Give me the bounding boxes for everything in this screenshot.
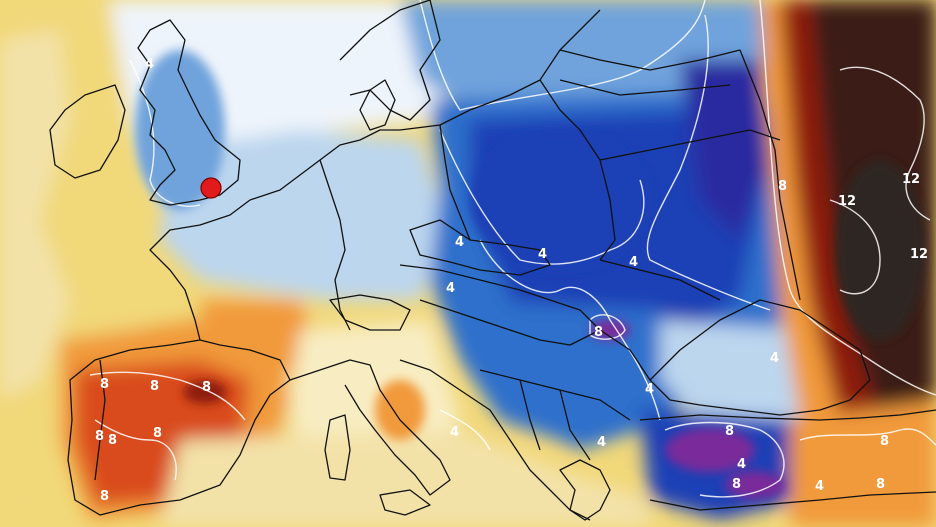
border-balkans-interior bbox=[479, 369, 631, 461]
contour-line bbox=[479, 239, 661, 421]
contour-line bbox=[759, 0, 936, 396]
spain-dark-patch bbox=[183, 380, 227, 404]
contour-line bbox=[664, 421, 785, 498]
contour-label: 8 bbox=[100, 489, 109, 504]
coastline-sicily bbox=[379, 489, 431, 516]
contour-label: 4 bbox=[737, 457, 746, 472]
contour-label: 12 bbox=[838, 194, 856, 209]
contour-label: 4 bbox=[538, 247, 547, 262]
contour-label: 4 bbox=[597, 435, 606, 450]
contour-lines bbox=[89, 0, 936, 498]
contour-line bbox=[829, 199, 881, 295]
country-borders bbox=[49, 0, 936, 521]
border-spain-portugal bbox=[94, 359, 106, 481]
contour-label: 4 bbox=[145, 57, 154, 72]
turkey-purple-patch-2 bbox=[725, 471, 785, 499]
contour-label: 8 bbox=[778, 179, 787, 194]
coastline-france-west bbox=[149, 199, 251, 341]
uk-blue-patch bbox=[135, 50, 225, 210]
contour-label: 12 bbox=[902, 172, 920, 187]
contour-labels: 4 8 8 8 8 8 8 8 4 4 4 4 8 4 4 4 8 8 4 4 … bbox=[95, 57, 928, 504]
contour-line bbox=[839, 66, 931, 221]
contour-label: 8 bbox=[150, 379, 159, 394]
border-switzerland bbox=[329, 294, 411, 331]
coastline-denmark bbox=[359, 79, 396, 131]
poland-indigo-area bbox=[680, 60, 770, 240]
coastline-north-sea bbox=[249, 129, 400, 201]
contour-label: 4 bbox=[645, 382, 654, 397]
turkey-purple-patch bbox=[665, 428, 755, 472]
contour-line bbox=[799, 428, 936, 446]
coastline-italy bbox=[289, 359, 451, 496]
contour-line bbox=[89, 371, 246, 421]
contour-label: 4 bbox=[446, 281, 455, 296]
southeast-orange-area bbox=[790, 400, 936, 527]
contour-label: 8 bbox=[594, 325, 603, 340]
contour-label: 4 bbox=[450, 425, 459, 440]
central-blue-core bbox=[470, 130, 650, 270]
contour-label: 8 bbox=[108, 433, 117, 448]
contour-label: 8 bbox=[153, 426, 162, 441]
coastline-greece bbox=[559, 459, 611, 521]
balkans-blue-area bbox=[470, 300, 690, 450]
contour-label: 8 bbox=[202, 380, 211, 395]
contour-label: 8 bbox=[880, 434, 889, 449]
contour-label: 8 bbox=[100, 377, 109, 392]
contour-line bbox=[439, 129, 645, 265]
contour-line bbox=[646, 14, 771, 311]
border-baltics bbox=[559, 49, 741, 96]
contour-line bbox=[439, 409, 491, 451]
contour-label: 4 bbox=[629, 255, 638, 270]
contour-line bbox=[129, 59, 201, 207]
border-russia-west bbox=[739, 49, 801, 301]
contour-line bbox=[94, 419, 177, 481]
coastline-turkey bbox=[639, 409, 936, 511]
coastline-iberia bbox=[67, 339, 291, 516]
contour-label: 4 bbox=[815, 479, 824, 494]
coastline-baltic bbox=[399, 9, 601, 131]
border-belarus-ukraine bbox=[599, 129, 781, 161]
coastline-balkans bbox=[399, 359, 591, 521]
coastline-scandinavia bbox=[339, 0, 441, 121]
scandinavia-blue-area bbox=[400, 0, 770, 110]
contour-label: 8 bbox=[95, 429, 104, 444]
contour-label: 8 bbox=[725, 424, 734, 439]
italy-orange-patch bbox=[375, 380, 425, 440]
contour-label: 8 bbox=[732, 477, 741, 492]
coastline-ireland bbox=[49, 84, 126, 179]
coastline-black-sea bbox=[649, 299, 871, 416]
border-ukraine-romania bbox=[599, 259, 721, 381]
london-marker bbox=[200, 177, 222, 199]
border-germany-poland bbox=[439, 124, 471, 241]
contour-line bbox=[419, 0, 706, 111]
anomaly-details bbox=[135, 50, 925, 499]
contour-label: 4 bbox=[455, 235, 464, 250]
east-dark-patch bbox=[835, 160, 925, 340]
coastline-great-britain bbox=[137, 19, 241, 206]
contour-label: 12 bbox=[910, 247, 928, 262]
atlantic-warm-area-2 bbox=[0, 30, 70, 400]
coastline-sardinia bbox=[324, 414, 351, 481]
border-france-germany bbox=[319, 159, 351, 331]
contour-label: 4 bbox=[770, 351, 779, 366]
contour-line bbox=[589, 314, 626, 340]
border-czech bbox=[409, 219, 551, 276]
southern-france-orange-area bbox=[200, 300, 320, 380]
west-light-blue-area bbox=[160, 130, 450, 300]
contour-label: 8 bbox=[876, 477, 885, 492]
mediterranean-yellow-area bbox=[160, 430, 650, 527]
